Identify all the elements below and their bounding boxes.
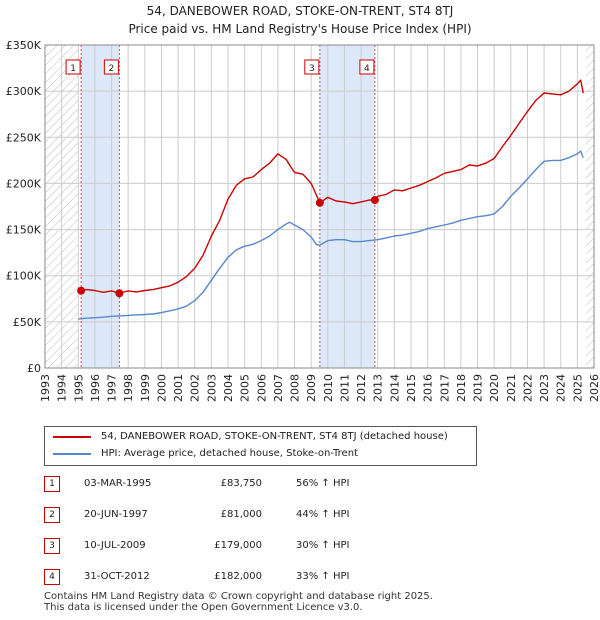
x-tick-label: 2011 bbox=[338, 374, 351, 402]
x-tick-label: 2010 bbox=[322, 374, 335, 402]
x-tick-label: 2003 bbox=[205, 374, 218, 402]
y-tick-label: £200K bbox=[6, 177, 42, 190]
sale-label-box bbox=[359, 59, 375, 75]
y-tick-label: £250K bbox=[6, 131, 42, 144]
price-chart: £0 £50K £100K £150K £200K £250K £300K £350K 1993… bbox=[6, 39, 600, 402]
x-tick-label: 2025 bbox=[571, 374, 584, 402]
x-tick-label: 2012 bbox=[355, 374, 368, 402]
hpi-line bbox=[78, 150, 584, 320]
x-tick-label: 2023 bbox=[538, 374, 551, 402]
legend-swatch-property bbox=[53, 436, 91, 438]
y-tick-label: £50K bbox=[13, 316, 42, 329]
sale-price: £81,000 bbox=[220, 509, 262, 520]
sale-number: 1 bbox=[44, 476, 60, 492]
x-tick-label: 2024 bbox=[555, 374, 568, 402]
x-tick-label: 2005 bbox=[239, 374, 252, 402]
sale-row-3: 3 10-JUL-2009 £179,000 30% ↑ HPI bbox=[44, 536, 444, 556]
sale-date: 10-JUL-2009 bbox=[84, 540, 146, 551]
x-tick-label: 2019 bbox=[472, 374, 485, 402]
chart-subtitle: Price paid vs. HM Land Registry's House … bbox=[128, 22, 472, 36]
legend-label-property: 54, DANEBOWER ROAD, STOKE-ON-TRENT, ST4 … bbox=[101, 431, 448, 442]
sale-row-1: 1 03-MAR-1995 £83,750 56% ↑ HPI bbox=[44, 474, 444, 494]
x-tick-label: 2006 bbox=[255, 374, 268, 402]
x-tick-label: 2020 bbox=[488, 374, 501, 402]
legend-swatch-hpi bbox=[53, 453, 91, 455]
plot-frame bbox=[44, 44, 595, 369]
x-tick-label: 2021 bbox=[505, 374, 518, 402]
x-tick-label: 2013 bbox=[372, 374, 385, 402]
sale-price: £83,750 bbox=[220, 478, 262, 489]
x-tick-label: 2015 bbox=[405, 374, 418, 402]
sale-hpi-delta: 33% ↑ HPI bbox=[296, 571, 350, 582]
sale-band-1 bbox=[81, 45, 120, 368]
hatch-region-right bbox=[585, 45, 594, 368]
sale-label: 2 bbox=[108, 64, 114, 74]
y-tick-label: £350K bbox=[6, 39, 42, 52]
x-tick-label: 2026 bbox=[588, 374, 600, 402]
sale-hpi-delta: 56% ↑ HPI bbox=[296, 478, 350, 489]
sale-date: 31-OCT-2012 bbox=[84, 571, 150, 582]
sale-label: 1 bbox=[70, 64, 76, 74]
x-tick-label: 1993 bbox=[39, 374, 52, 402]
x-tick-label: 1998 bbox=[122, 374, 135, 402]
sale-number: 3 bbox=[44, 538, 60, 554]
y-tick-label: £150K bbox=[6, 224, 42, 237]
sale-row-4: 4 31-OCT-2012 £182,000 33% ↑ HPI bbox=[44, 567, 444, 587]
x-tick-label: 2008 bbox=[289, 374, 302, 402]
sale-label: 3 bbox=[309, 64, 315, 74]
sale-point bbox=[315, 198, 324, 207]
sale-price: £182,000 bbox=[214, 571, 262, 582]
property-price-line bbox=[77, 79, 584, 294]
x-tick-label: 2016 bbox=[422, 374, 435, 402]
footer-copyright: Contains HM Land Registry data © Crown c… bbox=[44, 591, 433, 602]
sale-point bbox=[77, 286, 86, 295]
sale-label-box bbox=[65, 59, 81, 75]
sale-band-2 bbox=[319, 45, 375, 368]
legend-label-hpi: HPI: Average price, detached house, Stok… bbox=[101, 448, 358, 459]
sale-hpi-delta: 30% ↑ HPI bbox=[296, 540, 350, 551]
x-tick-label: 1997 bbox=[106, 374, 119, 402]
sale-number: 4 bbox=[44, 569, 60, 585]
footer-licence: This data is licensed under the Open Gov… bbox=[44, 602, 363, 613]
sale-point bbox=[115, 289, 124, 298]
sale-point bbox=[370, 196, 379, 205]
y-tick-label: £300K bbox=[6, 85, 42, 98]
x-tick-label: 2001 bbox=[172, 374, 185, 402]
x-tick-label: 1999 bbox=[139, 374, 152, 402]
chart-title: 54, DANEBOWER ROAD, STOKE-ON-TRENT, ST4 … bbox=[146, 4, 454, 18]
sale-price: £179,000 bbox=[214, 540, 262, 551]
sale-number: 2 bbox=[44, 507, 60, 523]
sale-row-2: 2 20-JUN-1997 £81,000 44% ↑ HPI bbox=[44, 505, 444, 525]
sale-hpi-delta: 44% ↑ HPI bbox=[296, 509, 350, 520]
x-tick-label: 2009 bbox=[305, 374, 318, 402]
sale-date: 03-MAR-1995 bbox=[84, 478, 152, 489]
x-tick-label: 2007 bbox=[272, 374, 285, 402]
sale-label: 4 bbox=[364, 64, 370, 74]
sale-date: 20-JUN-1997 bbox=[84, 509, 148, 520]
x-tick-label: 2017 bbox=[438, 374, 451, 402]
x-tick-label: 2022 bbox=[521, 374, 534, 402]
x-tick-label: 2004 bbox=[222, 374, 235, 402]
x-tick-label: 1994 bbox=[56, 374, 69, 402]
x-tick-label: 1995 bbox=[72, 374, 85, 402]
x-tick-label: 2018 bbox=[455, 374, 468, 402]
y-tick-label: £100K bbox=[6, 270, 42, 283]
x-tick-label: 2000 bbox=[155, 374, 168, 402]
sale-label-box bbox=[103, 59, 119, 75]
x-tick-label: 2002 bbox=[189, 374, 202, 402]
x-tick-label: 1996 bbox=[89, 374, 102, 402]
y-tick-label: £0 bbox=[27, 362, 41, 375]
legend: 54, DANEBOWER ROAD, STOKE-ON-TRENT, ST4 … bbox=[44, 426, 477, 466]
x-tick-label: 2014 bbox=[388, 374, 401, 402]
sale-label-box bbox=[304, 59, 320, 75]
